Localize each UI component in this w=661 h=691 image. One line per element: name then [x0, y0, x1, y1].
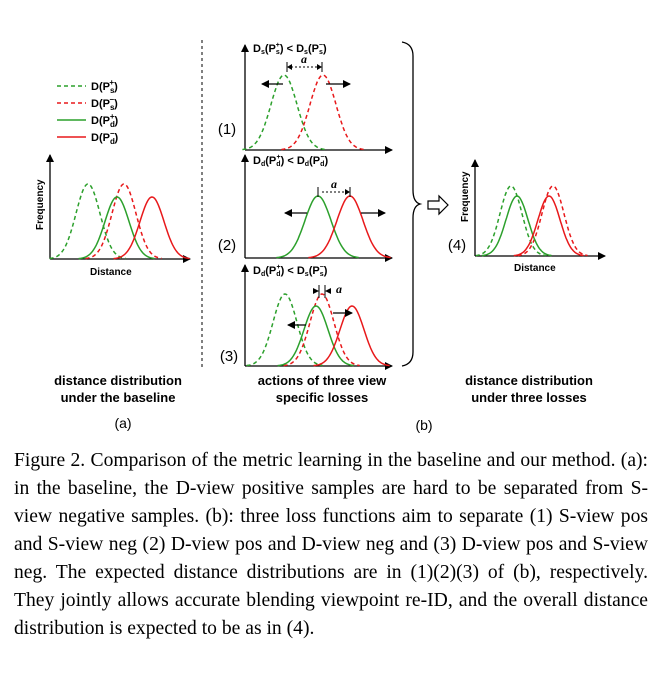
legend-item-ds-neg: D(Ps−): [57, 95, 118, 112]
curve-ds-pos: [49, 183, 126, 260]
curve-dd-pos: [277, 305, 354, 367]
subpanel-2: Dd(Pd+) < Dd(Pd−) a (2): [218, 154, 393, 262]
panel-4-caption-line1: distance distribution: [465, 373, 593, 388]
grouping-brace: [401, 41, 423, 367]
equation-1: Ds(Ps+) < Ds(Ps−): [253, 42, 327, 56]
subpanel-number-3: (3): [220, 348, 238, 365]
curve-ds-neg: [283, 293, 360, 367]
svg-text:D(Ps−): D(Ps−): [91, 95, 118, 112]
legend: D(Ps+) D(Ps−) D(Pd+) D(Pd−): [57, 78, 119, 146]
panel-b-caption-line2: specific losses: [276, 390, 369, 405]
margin-label-1: a: [301, 52, 307, 66]
panel-4-plot: Frequency Distance: [460, 159, 606, 274]
panel-a-label: (a): [114, 415, 131, 431]
margin-label-2: a: [331, 177, 337, 191]
subpanel-1: Ds(Ps+) < Ds(Ps−) a (1): [218, 42, 393, 154]
curve-dd-pos: [481, 195, 552, 257]
curve-ds-neg: [281, 74, 364, 151]
curve-ds-pos: [246, 293, 323, 367]
curve-dd-neg: [308, 195, 391, 259]
panel-4-number: (4): [448, 237, 466, 254]
curve-dd-neg: [313, 305, 390, 367]
margin-label-3: a: [336, 282, 342, 296]
figure-caption: Figure 2. Comparison of the metric learn…: [14, 450, 648, 639]
legend-item-dd-neg: D(Pd−): [57, 129, 119, 146]
curve-ds-neg: [85, 183, 162, 260]
curve-dd-neg: [113, 196, 190, 260]
curve-dd-pos: [78, 196, 155, 260]
panel-a-plot: Frequency Distance: [35, 154, 191, 278]
subpanel-number-1: (1): [218, 121, 236, 138]
panel-a-caption-line2: under the baseline: [61, 390, 176, 405]
panel-a-xlabel: Distance: [90, 267, 132, 278]
panel-a-ylabel: Frequency: [35, 179, 46, 230]
svg-text:D(Pd+): D(Pd+): [91, 112, 119, 129]
panel-a-caption-line1: distance distribution: [54, 373, 182, 388]
subpanel-number-2: (2): [218, 237, 236, 254]
curve-dd-pos: [276, 195, 359, 259]
legend-item-ds-pos: D(Ps+): [57, 78, 118, 95]
panel-4-ylabel: Frequency: [460, 171, 471, 222]
curve-ds-neg: [517, 185, 588, 257]
curve-dd-neg: [513, 195, 584, 257]
subpanel-3: Dd(Pd+) < Ds(Ps−) a (3): [220, 264, 393, 370]
panel-b-caption-line1: actions of three view: [258, 373, 387, 388]
svg-text:D(Ps+): D(Ps+): [91, 78, 118, 95]
panel-4-caption-line2: under three losses: [471, 390, 587, 405]
panel-4-xlabel: Distance: [514, 263, 556, 274]
curve-ds-pos: [242, 74, 325, 151]
legend-item-dd-pos: D(Pd+): [57, 112, 119, 129]
result-arrow-icon: [427, 194, 449, 216]
svg-text:D(Pd−): D(Pd−): [91, 129, 119, 146]
panel-b-label: (b): [415, 417, 432, 433]
equation-3: Dd(Pd+) < Ds(Ps−): [253, 264, 328, 278]
comparison-diagram: D(Ps+) D(Ps−) D(Pd+) D(Pd−) Frequency Di…: [35, 40, 606, 433]
equation-2: Dd(Pd+) < Dd(Pd−): [253, 154, 328, 168]
curve-ds-pos: [475, 185, 546, 257]
